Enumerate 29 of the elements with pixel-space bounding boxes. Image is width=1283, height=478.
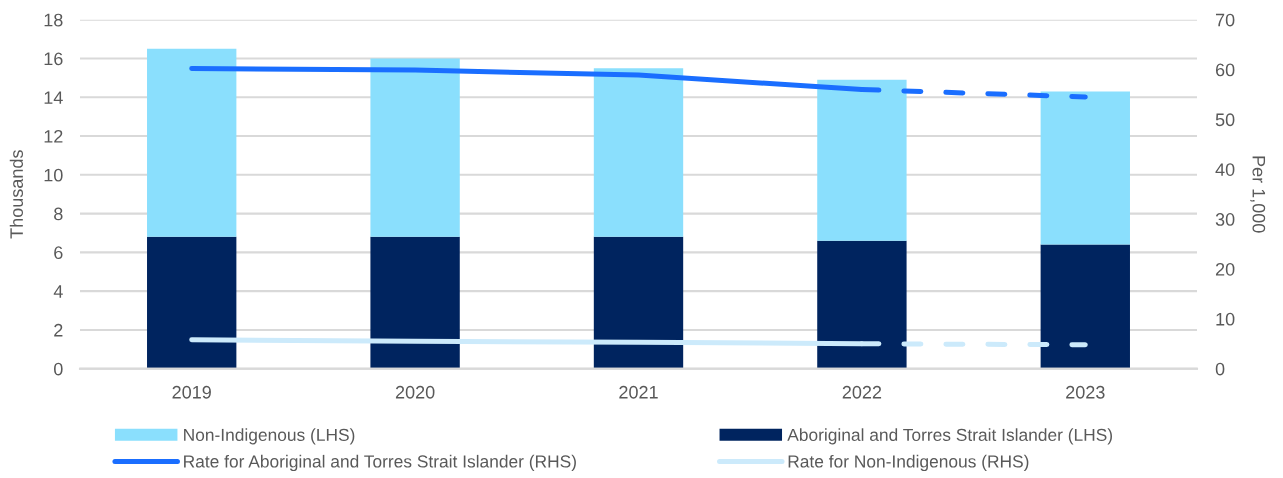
y2-tick-label: 0 <box>1215 362 1225 376</box>
legend-label: Aboriginal and Torres Strait Islander (LHS) <box>787 428 1112 445</box>
y-tick-label: 12 <box>44 129 63 143</box>
x-tick-label: 2022 <box>842 385 882 399</box>
y-tick-label: 0 <box>54 362 63 376</box>
y2-tick-label: 10 <box>1216 312 1235 326</box>
y-tick-label: 14 <box>44 91 63 104</box>
y2-axis-title: Per 1,000 <box>1250 156 1266 233</box>
y-tick-label: 4 <box>53 285 63 298</box>
y2-tick-label: 20 <box>1215 262 1235 276</box>
y2-tick-label: 50 <box>1215 113 1235 127</box>
y-tick-label: 16 <box>44 52 63 66</box>
y-axis-title: Thousands <box>9 150 24 239</box>
y-tick-label: 6 <box>54 246 63 260</box>
y2-tick-label: 30 <box>1215 213 1235 226</box>
legend-label: Rate for Aboriginal and Torres Strait Islander (RHS) <box>184 454 576 472</box>
legend-label: Rate for Non-Indigenous (RHS) <box>788 454 1029 472</box>
x-tick-label: 2021 <box>619 385 658 399</box>
x-tick-label: 2023 <box>1066 385 1105 399</box>
y-tick-label: 8 <box>54 207 63 221</box>
x-tick-label: 2020 <box>395 385 435 399</box>
y2-tick-label: 60 <box>1215 63 1235 77</box>
legend-label: Non-Indigenous (LHS) <box>184 428 355 445</box>
y2-tick-label: 40 <box>1215 163 1235 176</box>
y-tick-label: 10 <box>44 168 63 182</box>
y-tick-label: 2 <box>54 323 63 337</box>
y-tick-label: 18 <box>44 13 63 27</box>
x-tick-label: 2019 <box>172 385 211 399</box>
y2-tick-label: 70 <box>1215 13 1235 27</box>
